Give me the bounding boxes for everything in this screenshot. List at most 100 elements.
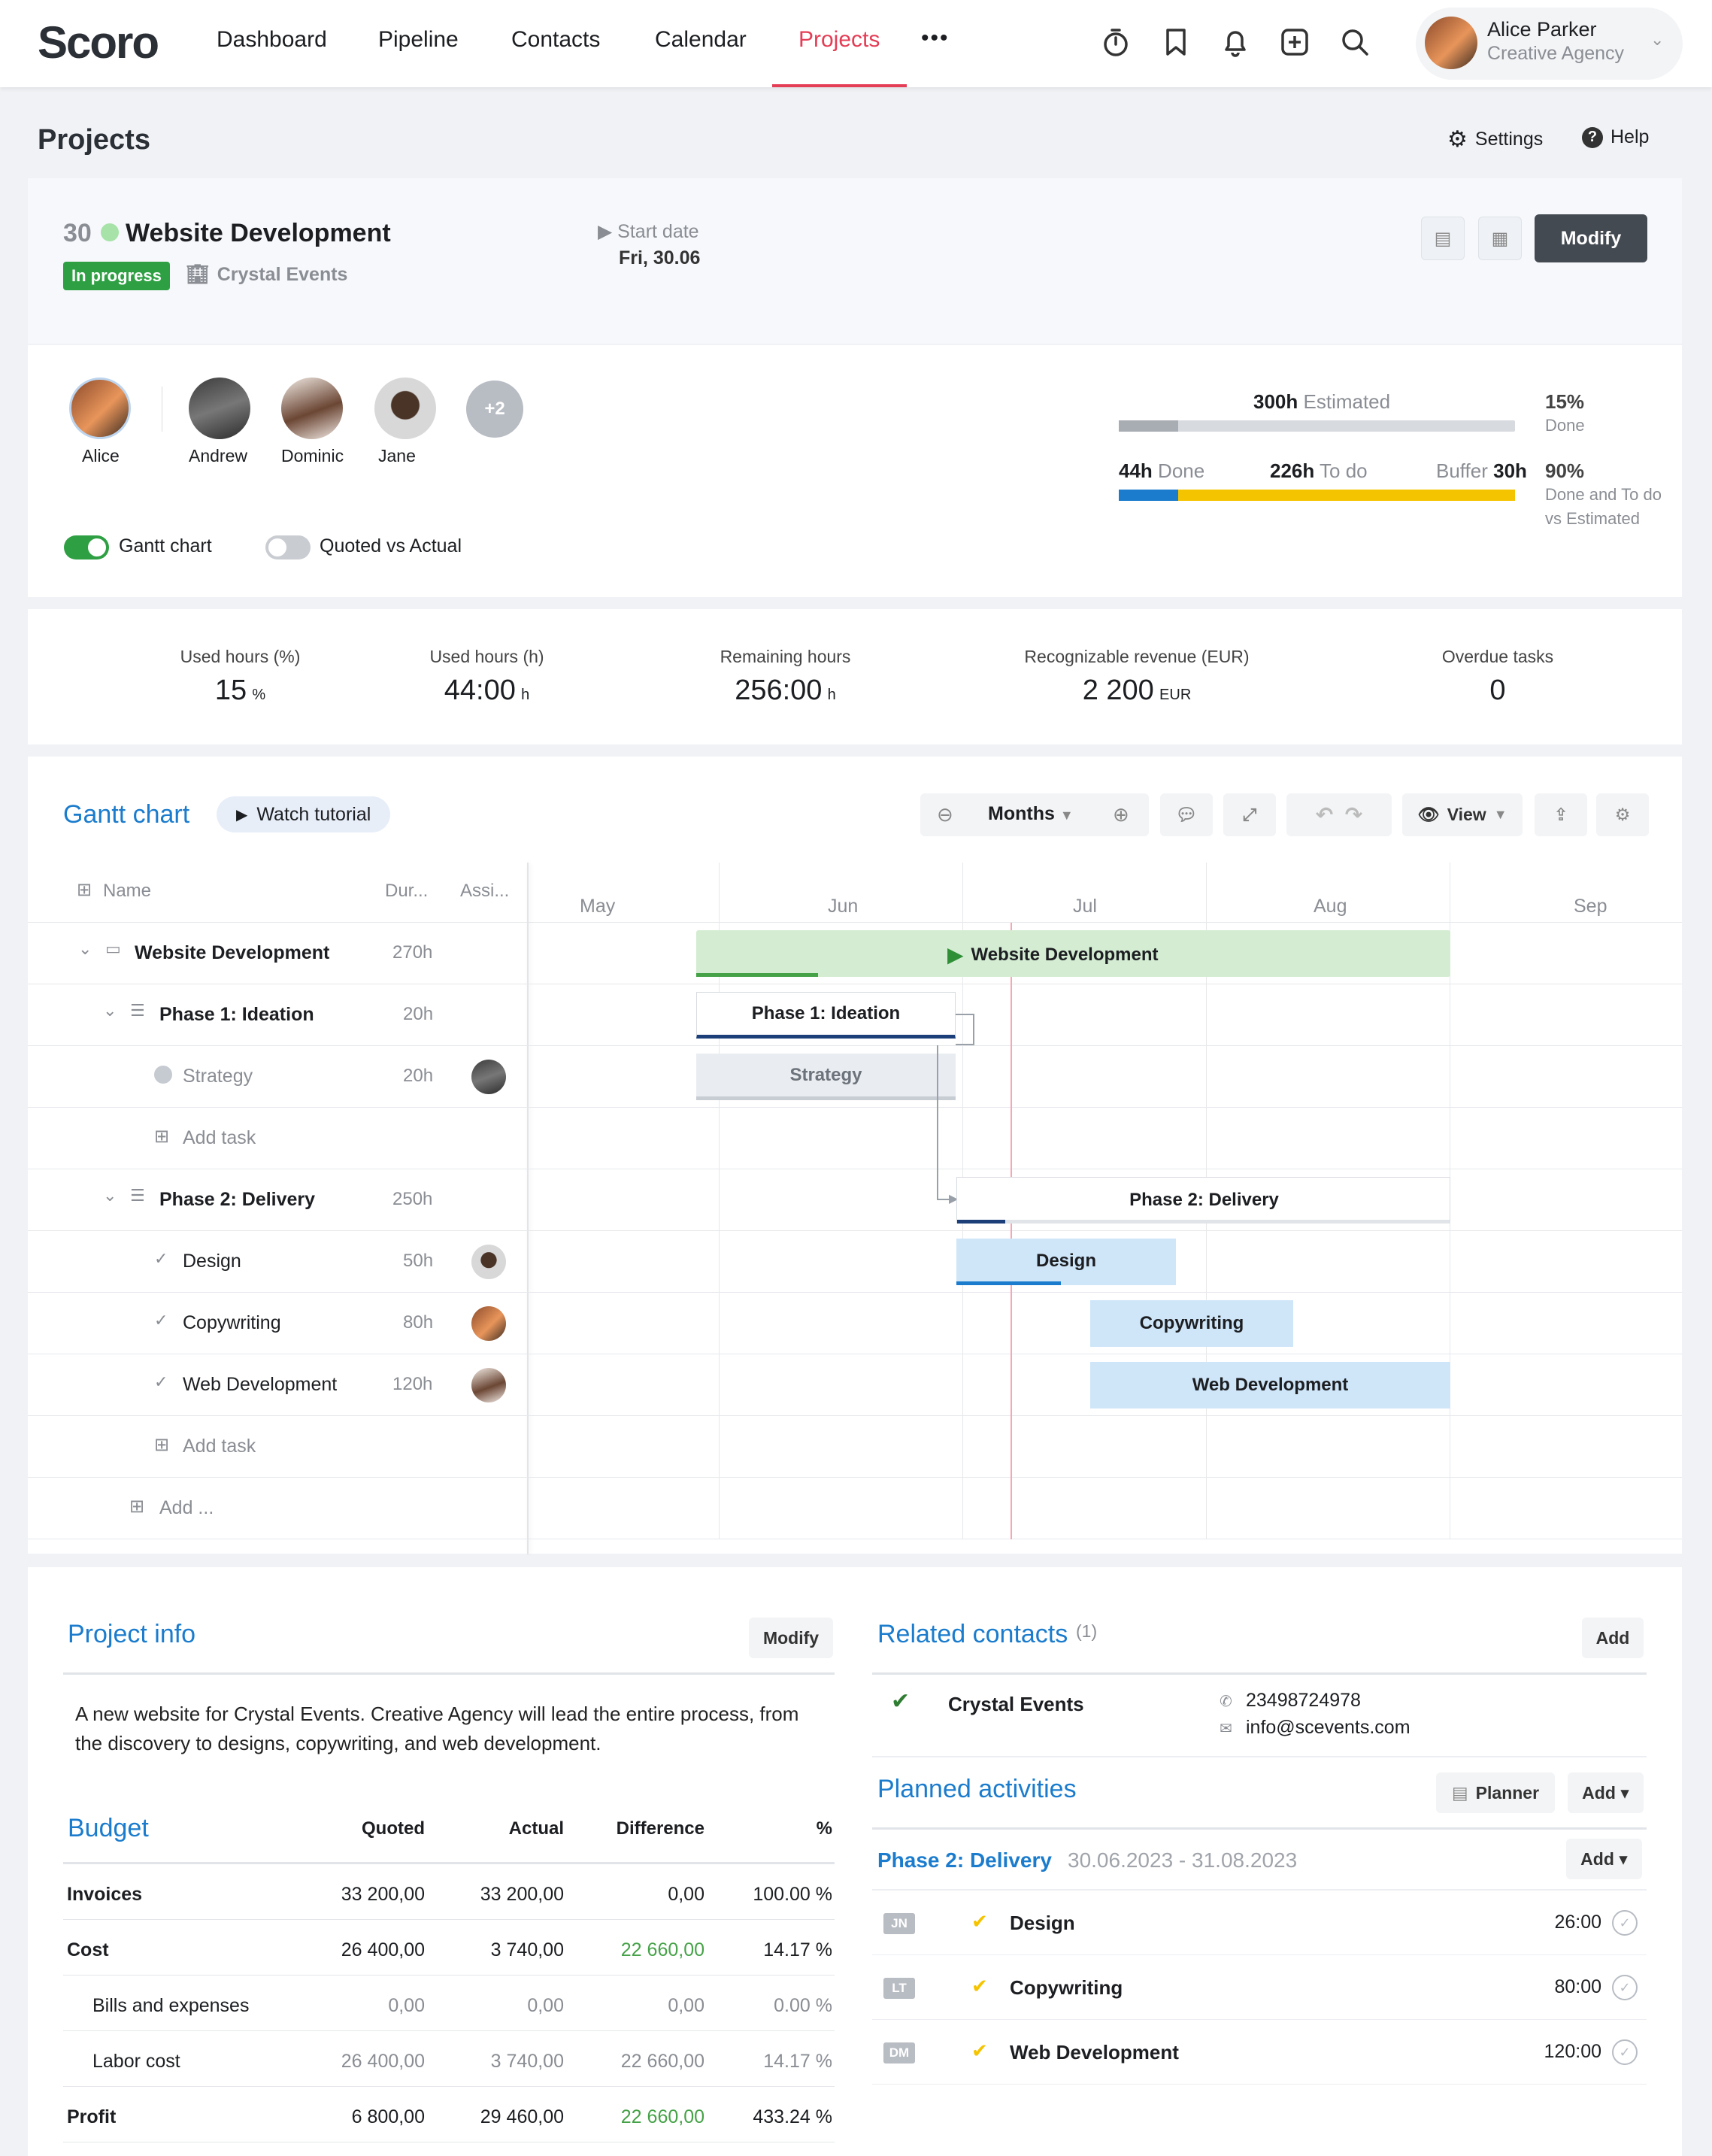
user-menu[interactable]: Alice Parker Creative Agency ⌄: [1416, 8, 1683, 80]
gantt-row[interactable]: Strategy 20h: [28, 1046, 528, 1108]
nav-contacts[interactable]: Contacts: [511, 27, 601, 52]
member-avatar-jane[interactable]: [374, 378, 436, 439]
phase-link[interactable]: Phase 2: Delivery: [877, 1848, 1052, 1872]
budget-label: Labor cost: [92, 2051, 180, 2072]
budget-pct: 0.00 %: [774, 1995, 832, 2016]
zoom-out-icon[interactable]: ⊖: [937, 803, 953, 826]
activity-check-icon: ✔: [971, 2039, 988, 2062]
bar-copywriting[interactable]: Copywriting: [1090, 1300, 1293, 1347]
budget-pct: 14.17 %: [763, 1939, 832, 1960]
stat-label: Remaining hours: [720, 647, 851, 666]
help-link[interactable]: ? Help: [1582, 126, 1649, 148]
member-avatar-dominic[interactable]: [281, 378, 343, 439]
chevron-down-icon[interactable]: ⌄: [78, 939, 92, 958]
client-link[interactable]: 🏢︎ Crystal Events: [186, 264, 347, 286]
gantt-toggle[interactable]: [64, 535, 109, 559]
add-task-icon[interactable]: ⊞: [154, 1435, 170, 1455]
progress-bar: [1119, 490, 1515, 501]
chevron-down-icon[interactable]: ⌄: [103, 1186, 117, 1205]
complete-circle-icon[interactable]: ✓: [1612, 2039, 1638, 2065]
scale-select[interactable]: Months ▼: [988, 803, 1074, 825]
bar-phase-2[interactable]: Phase 2: Delivery: [956, 1177, 1450, 1224]
contact-name[interactable]: Crystal Events: [948, 1693, 1084, 1715]
gantt-row[interactable]: ⌄ ☰ Phase 2: Delivery 250h: [28, 1169, 528, 1231]
contact-phone[interactable]: 23498724978: [1246, 1690, 1361, 1711]
bookmark-icon[interactable]: [1159, 26, 1192, 59]
contact-email[interactable]: info@scevents.com: [1246, 1717, 1411, 1738]
budget-actual: 0,00: [527, 1995, 564, 2016]
gantt-row[interactable]: ⊞ Add task: [28, 1108, 528, 1169]
phase-add-button[interactable]: Add ▾: [1566, 1839, 1642, 1879]
planned-activities-title: Planned activities: [877, 1775, 1077, 1803]
bar-strategy[interactable]: Strategy: [696, 1054, 956, 1100]
member-avatar-andrew[interactable]: [189, 378, 250, 439]
gantt-row[interactable]: ⌄ ▭ Website Development 270h: [28, 923, 528, 984]
section-divider: [872, 1756, 1647, 1757]
gantt-row[interactable]: ✓ Design 50h: [28, 1231, 528, 1293]
add-item-label[interactable]: Add ...: [159, 1497, 214, 1518]
gantt-row[interactable]: ⊞ Add task: [28, 1416, 528, 1478]
more-members[interactable]: +2: [466, 381, 523, 438]
complete-circle-icon[interactable]: ✓: [1612, 1910, 1638, 1936]
activity-row[interactable]: LT ✔ Copywriting 80:00 ✓: [872, 1955, 1647, 2020]
bell-icon[interactable]: [1219, 26, 1252, 59]
activity-row[interactable]: JN ✔ Design 26:00 ✓: [872, 1891, 1647, 1955]
member-avatar-alice[interactable]: [69, 378, 131, 439]
assignee-avatar[interactable]: [471, 1368, 506, 1402]
member-name-alice: Alice: [82, 446, 120, 465]
assignee-avatar[interactable]: [471, 1060, 506, 1094]
undo-redo-buttons[interactable]: ↶ ↷: [1286, 793, 1392, 836]
dependency-connector: [956, 1014, 974, 1045]
planner-button[interactable]: ▤ Planner: [1436, 1772, 1555, 1813]
add-task-label[interactable]: Add task: [183, 1127, 256, 1148]
chevron-down-icon[interactable]: ⌄: [103, 1001, 117, 1020]
complete-circle-icon[interactable]: ✓: [1612, 1975, 1638, 2000]
more-menu-icon[interactable]: •••: [921, 26, 950, 50]
zoom-in-icon[interactable]: ⊕: [1113, 803, 1129, 826]
chevron-down-icon: ▼: [1059, 808, 1074, 823]
search-icon[interactable]: [1338, 26, 1371, 59]
todo-value: 226h: [1270, 459, 1315, 482]
scoro-logo[interactable]: Scoro: [38, 17, 159, 68]
gantt-row[interactable]: ⊞ Add ...: [28, 1478, 528, 1539]
add-contact-button[interactable]: Add: [1582, 1618, 1644, 1658]
assignee-avatar[interactable]: [471, 1306, 506, 1341]
add-column-icon[interactable]: ⊞: [77, 880, 92, 900]
nav-calendar[interactable]: Calendar: [655, 27, 747, 52]
nav-pipeline[interactable]: Pipeline: [378, 27, 459, 52]
nav-dashboard[interactable]: Dashboard: [217, 27, 327, 52]
gantt-settings-icon[interactable]: ⚙: [1596, 793, 1649, 836]
view-select[interactable]: 👁︎ View ▼: [1402, 793, 1523, 836]
budget-row: Labor cost 26 400,00 3 740,00 22 660,00 …: [63, 2031, 835, 2087]
budget-row: Profit 6 800,00 29 460,00 22 660,00 433.…: [63, 2087, 835, 2142]
bar-design[interactable]: Design: [956, 1239, 1176, 1285]
bar-website-development[interactable]: ▶ Website Development: [696, 930, 1450, 977]
add-task-icon[interactable]: ⊞: [154, 1127, 170, 1147]
bar-web-development[interactable]: Web Development: [1090, 1362, 1450, 1409]
watch-tutorial-button[interactable]: ▶ Watch tutorial: [217, 796, 391, 832]
assignee-avatar[interactable]: [471, 1245, 506, 1279]
calendar-icon[interactable]: ▦: [1478, 217, 1522, 260]
timer-icon[interactable]: [1099, 26, 1132, 59]
budget-title: Budget: [68, 1814, 149, 1842]
nav-projects[interactable]: Projects: [798, 27, 880, 52]
add-task-label[interactable]: Add task: [183, 1436, 256, 1457]
share-icon[interactable]: ⇪: [1535, 793, 1587, 836]
quoted-toggle[interactable]: [265, 535, 311, 559]
add-icon[interactable]: [1278, 26, 1311, 59]
add-icon[interactable]: ⊞: [129, 1496, 145, 1517]
gantt-row[interactable]: ✓ Web Development 120h: [28, 1354, 528, 1416]
gantt-row[interactable]: ✓ Copywriting 80h: [28, 1293, 528, 1354]
project-info-modify-button[interactable]: Modify: [749, 1618, 833, 1658]
activity-row[interactable]: DM ✔ Web Development 120:00 ✓: [872, 2020, 1647, 2085]
gantt-row[interactable]: ⌄ ☰ Phase 1: Ideation 20h: [28, 984, 528, 1046]
settings-link[interactable]: ⚙ Settings: [1447, 126, 1543, 153]
report-icon[interactable]: ▤: [1421, 217, 1465, 260]
comment-icon[interactable]: 💬︎: [1160, 793, 1213, 836]
estimated-value: 300h: [1253, 390, 1298, 413]
section-divider: [872, 1827, 1647, 1830]
modify-button[interactable]: Modify: [1535, 214, 1647, 262]
add-activity-button[interactable]: Add ▾: [1568, 1772, 1644, 1813]
bar-phase-1[interactable]: Phase 1: Ideation: [696, 992, 956, 1039]
fullscreen-icon[interactable]: ⤢: [1223, 793, 1276, 836]
